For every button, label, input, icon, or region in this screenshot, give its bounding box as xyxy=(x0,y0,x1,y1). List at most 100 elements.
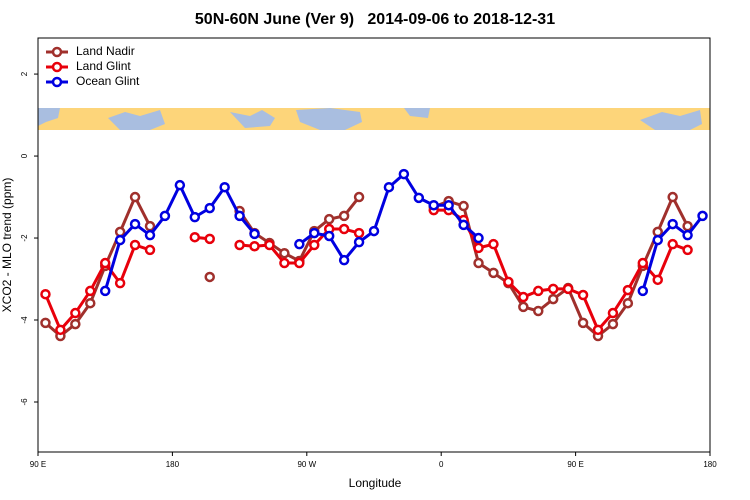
legend-marker xyxy=(51,76,63,88)
x-tick-label: 180 xyxy=(703,460,717,469)
point xyxy=(309,227,320,239)
point xyxy=(85,297,96,309)
point xyxy=(607,318,619,330)
point xyxy=(294,238,305,250)
point xyxy=(114,234,126,246)
point xyxy=(682,220,693,232)
point xyxy=(189,211,201,223)
y-tick-label: -4 xyxy=(20,316,29,324)
point xyxy=(144,229,156,241)
point xyxy=(294,257,305,269)
point xyxy=(338,254,350,266)
point xyxy=(518,291,529,303)
point xyxy=(129,191,141,203)
point xyxy=(667,191,678,203)
point xyxy=(353,236,365,248)
point xyxy=(159,210,171,222)
point xyxy=(174,179,186,191)
point xyxy=(279,247,290,259)
point xyxy=(279,257,290,269)
point xyxy=(85,285,96,297)
point xyxy=(40,317,51,329)
point xyxy=(323,213,335,225)
point xyxy=(533,305,544,317)
y-tick-label: -6 xyxy=(20,398,29,406)
y-tick-label: -2 xyxy=(20,234,29,242)
point xyxy=(503,276,514,288)
point xyxy=(637,257,649,269)
point xyxy=(473,232,484,244)
point xyxy=(547,283,559,295)
point xyxy=(264,239,275,251)
point xyxy=(234,239,245,251)
legend-marker xyxy=(51,46,63,58)
point xyxy=(652,226,663,238)
point xyxy=(99,257,111,269)
point xyxy=(458,200,469,212)
point xyxy=(70,318,81,330)
point xyxy=(413,192,425,204)
point xyxy=(114,226,126,238)
point xyxy=(622,284,634,296)
legend-marker xyxy=(51,61,63,73)
point xyxy=(219,181,230,193)
point xyxy=(204,233,215,245)
point xyxy=(99,285,111,297)
point xyxy=(204,202,215,214)
point xyxy=(547,293,559,305)
point xyxy=(592,324,604,336)
point xyxy=(682,229,693,241)
point xyxy=(129,239,141,251)
x-tick-label: 0 xyxy=(439,460,444,469)
point xyxy=(40,288,51,300)
point xyxy=(144,244,156,256)
legend-label: Land Nadir xyxy=(76,44,135,58)
point xyxy=(383,181,395,193)
x-tick-label: 180 xyxy=(166,460,180,469)
point xyxy=(428,199,439,211)
point xyxy=(323,230,335,242)
point xyxy=(577,317,589,329)
point xyxy=(667,238,678,250)
legend-label: Ocean Glint xyxy=(76,74,140,88)
x-tick-label: 90 E xyxy=(567,460,583,469)
map-strip xyxy=(38,108,710,130)
point xyxy=(667,218,678,230)
point xyxy=(562,283,574,295)
point xyxy=(249,240,260,252)
point xyxy=(70,307,81,319)
point xyxy=(398,168,410,180)
point xyxy=(338,210,350,222)
y-axis-label: XCO2 - MLO trend (ppm) xyxy=(0,178,14,313)
x-tick-label: 90 W xyxy=(297,460,316,469)
point xyxy=(473,242,484,254)
point xyxy=(309,239,320,251)
x-tick-label: 90 E xyxy=(30,460,46,469)
x-axis-label: Longitude xyxy=(349,476,402,490)
point xyxy=(533,285,544,297)
legend-label: Land Glint xyxy=(76,59,131,73)
point xyxy=(443,199,454,211)
point xyxy=(577,289,589,301)
point xyxy=(338,223,350,235)
point xyxy=(622,297,634,309)
plot-frame xyxy=(37,37,711,453)
y-tick-label: 2 xyxy=(20,71,29,76)
point xyxy=(368,225,380,237)
point xyxy=(637,285,649,297)
point xyxy=(518,301,529,313)
point xyxy=(652,274,663,286)
point xyxy=(114,277,126,289)
point xyxy=(473,257,484,269)
point xyxy=(458,219,469,231)
point xyxy=(55,324,66,336)
point xyxy=(129,218,141,230)
point xyxy=(204,271,215,283)
point xyxy=(234,210,245,222)
point xyxy=(144,220,156,232)
point xyxy=(353,191,365,203)
y-tick-label: 0 xyxy=(20,153,29,158)
point xyxy=(652,234,663,246)
point xyxy=(697,210,708,222)
